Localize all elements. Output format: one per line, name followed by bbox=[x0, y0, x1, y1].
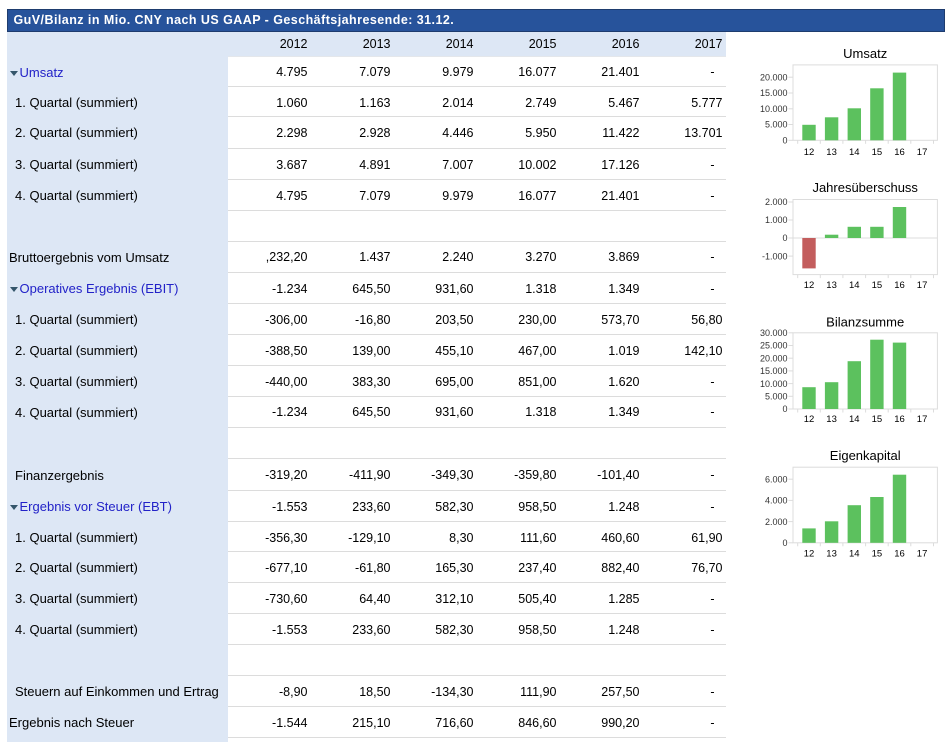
svg-text:Jahresüberschuss: Jahresüberschuss bbox=[812, 180, 918, 195]
svg-text:Umsatz: Umsatz bbox=[843, 46, 887, 61]
svg-text:0: 0 bbox=[782, 233, 787, 243]
svg-text:12: 12 bbox=[804, 147, 815, 158]
svg-text:5.000: 5.000 bbox=[765, 120, 788, 130]
svg-text:0: 0 bbox=[782, 538, 787, 548]
svg-text:17: 17 bbox=[917, 414, 928, 425]
svg-text:10.000: 10.000 bbox=[760, 104, 788, 114]
svg-text:14: 14 bbox=[849, 147, 860, 158]
svg-text:13: 13 bbox=[826, 549, 837, 560]
svg-text:15: 15 bbox=[872, 280, 883, 291]
svg-text:2.000: 2.000 bbox=[765, 517, 788, 527]
svg-text:Bilanzsumme: Bilanzsumme bbox=[826, 315, 904, 330]
svg-text:5.000: 5.000 bbox=[765, 392, 788, 402]
svg-text:16: 16 bbox=[894, 549, 905, 560]
svg-text:13: 13 bbox=[826, 147, 837, 158]
svg-text:30.000: 30.000 bbox=[760, 328, 788, 338]
svg-text:14: 14 bbox=[849, 549, 860, 560]
svg-text:12: 12 bbox=[804, 549, 815, 560]
svg-text:16: 16 bbox=[894, 414, 905, 425]
svg-text:0: 0 bbox=[782, 136, 787, 146]
svg-text:16: 16 bbox=[894, 280, 905, 291]
svg-text:12: 12 bbox=[804, 414, 815, 425]
svg-text:16: 16 bbox=[894, 147, 905, 158]
svg-text:4.000: 4.000 bbox=[765, 496, 788, 506]
svg-text:20.000: 20.000 bbox=[760, 72, 788, 82]
svg-text:25.000: 25.000 bbox=[760, 341, 788, 351]
svg-text:14: 14 bbox=[849, 414, 860, 425]
svg-text:20.000: 20.000 bbox=[760, 353, 788, 363]
svg-text:17: 17 bbox=[917, 549, 928, 560]
svg-text:13: 13 bbox=[826, 280, 837, 291]
svg-text:6.000: 6.000 bbox=[765, 474, 788, 484]
svg-text:17: 17 bbox=[917, 280, 928, 291]
svg-text:13: 13 bbox=[826, 414, 837, 425]
svg-text:0: 0 bbox=[782, 404, 787, 414]
svg-text:10.000: 10.000 bbox=[760, 379, 788, 389]
svg-text:15: 15 bbox=[872, 147, 883, 158]
svg-text:15.000: 15.000 bbox=[760, 88, 788, 98]
svg-text:15.000: 15.000 bbox=[760, 366, 788, 376]
svg-text:-1.000: -1.000 bbox=[762, 251, 788, 261]
svg-text:15: 15 bbox=[872, 549, 883, 560]
svg-text:17: 17 bbox=[917, 147, 928, 158]
svg-text:12: 12 bbox=[804, 280, 815, 291]
svg-text:14: 14 bbox=[849, 280, 860, 291]
svg-text:15: 15 bbox=[872, 414, 883, 425]
svg-text:1.000: 1.000 bbox=[765, 215, 788, 225]
svg-text:Eigenkapital: Eigenkapital bbox=[830, 448, 901, 463]
svg-text:2.000: 2.000 bbox=[765, 197, 788, 207]
